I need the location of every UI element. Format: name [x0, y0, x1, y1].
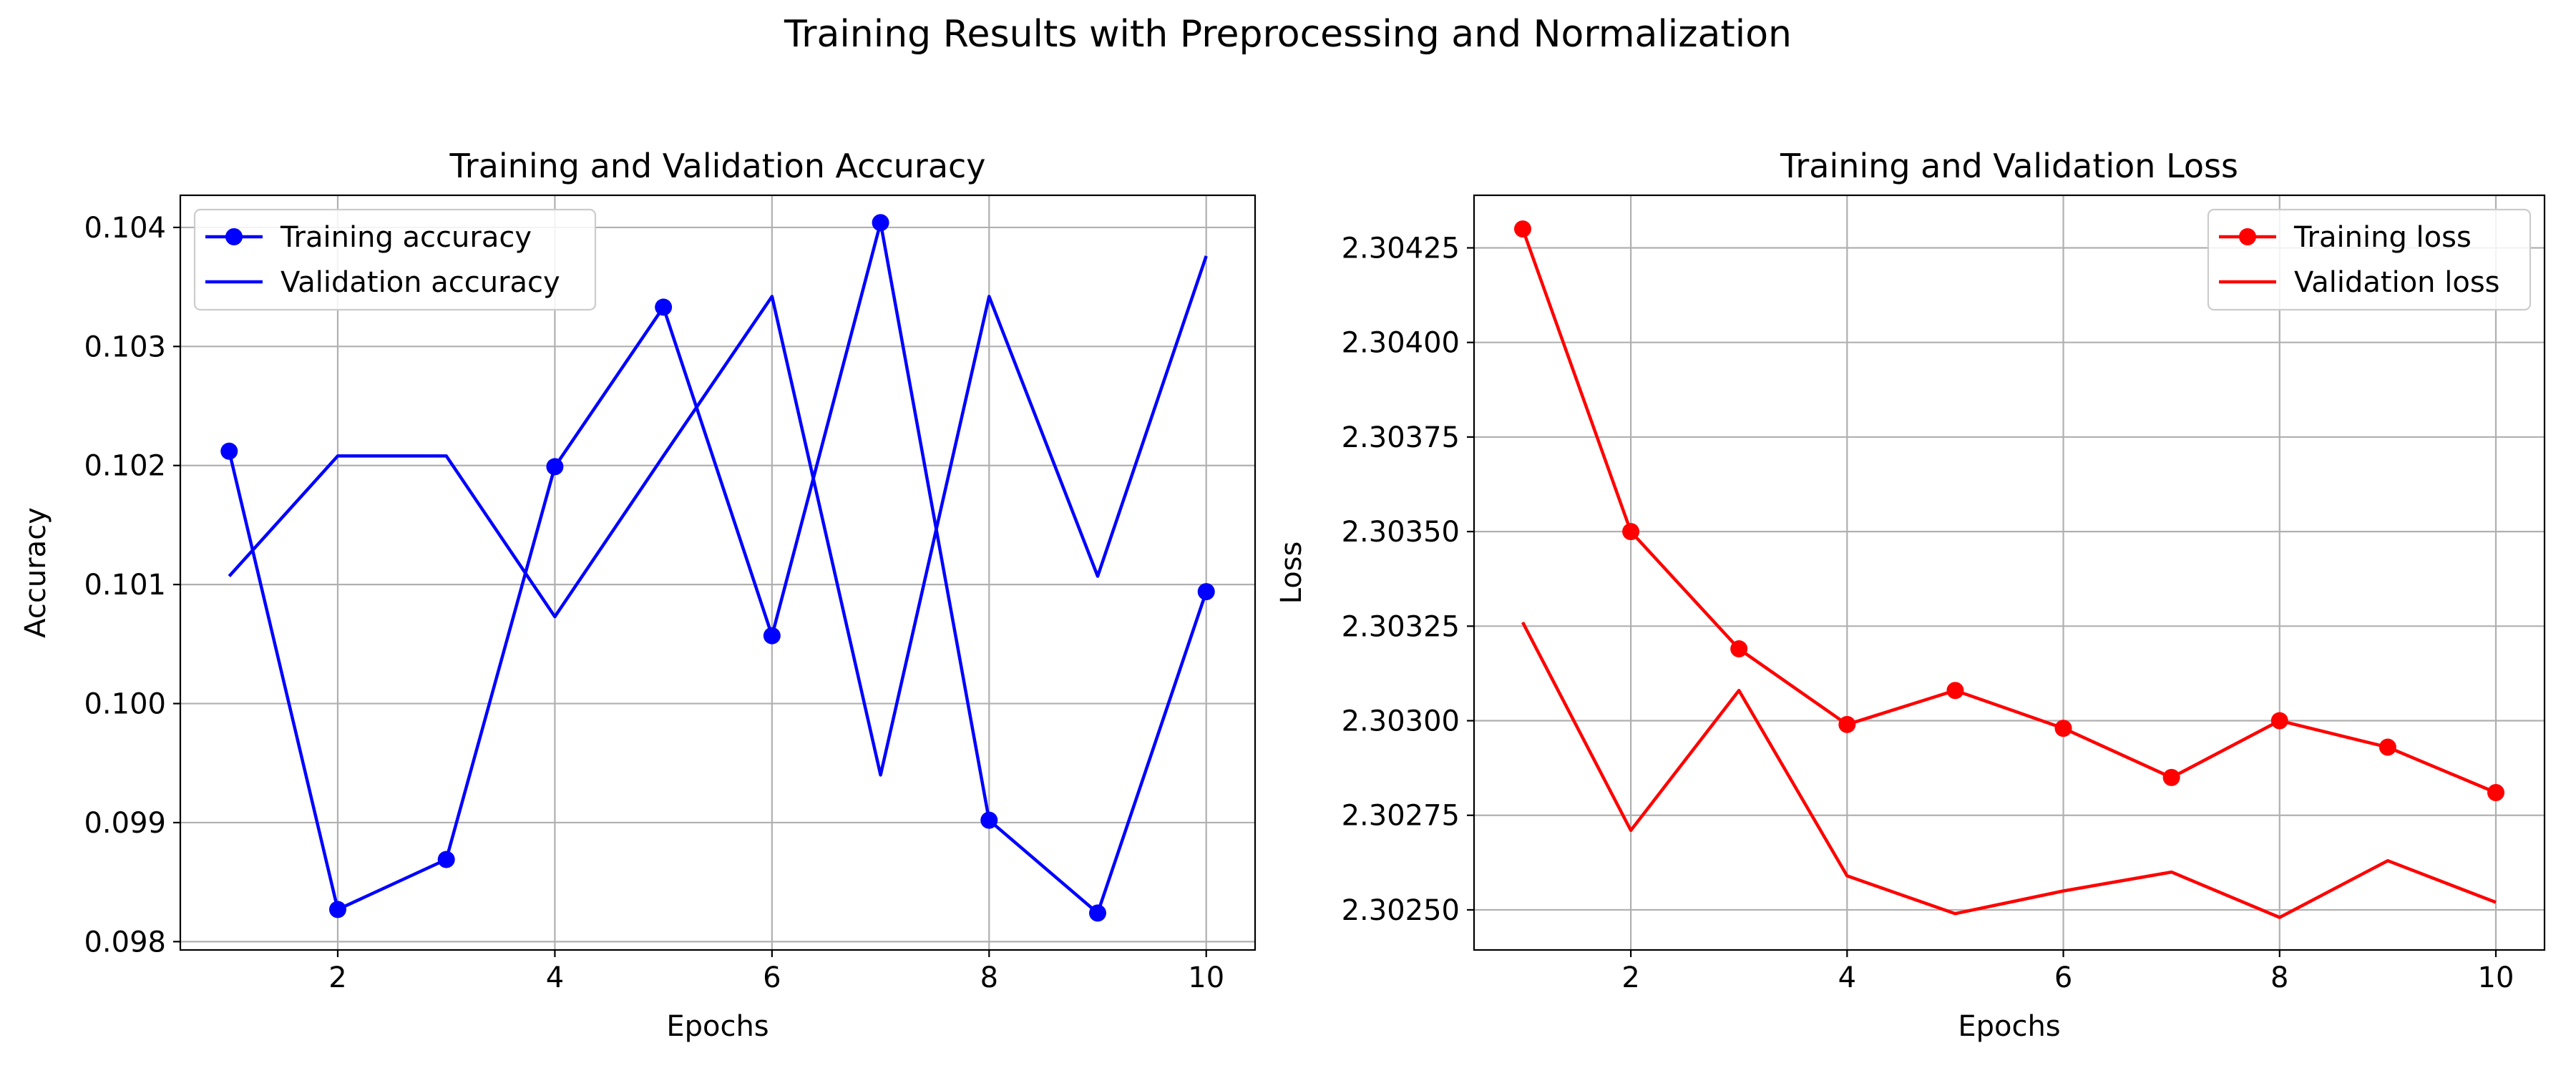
- data-point: [655, 298, 673, 316]
- legend-label: Training loss: [2293, 221, 2472, 254]
- y-tick-label: 0.102: [84, 450, 166, 483]
- x-tick-label: 8: [2270, 961, 2288, 994]
- legend-label: Validation loss: [2294, 266, 2500, 299]
- data-point: [2487, 784, 2504, 802]
- y-tick-label: 2.30400: [1342, 327, 1460, 360]
- chart-panel-1: 2 4 6 8 10 0.098 0.099 0.100 0.101 0.102 0.103 0.10…: [19, 147, 1257, 1043]
- y-axis-label: Accuracy: [19, 507, 52, 638]
- y-tick-label: 0.100: [84, 688, 166, 721]
- x-tick-label: 6: [763, 961, 781, 994]
- x-tick-label: 4: [546, 961, 564, 994]
- y-tick-label: 0.098: [84, 926, 166, 959]
- data-point: [437, 851, 455, 868]
- legend-label: Validation accuracy: [280, 266, 560, 299]
- y-axis-label: Loss: [1275, 542, 1308, 604]
- data-point: [1622, 523, 1640, 541]
- axes-frame: [179, 194, 1257, 951]
- legend-box: [193, 208, 597, 311]
- data-point: [2379, 738, 2396, 756]
- x-tick-label: 10: [1188, 961, 1224, 994]
- chart-panel-2: 2 4 6 8 10 2.30250 2.30275 2.30300 2.30325 2.3035…: [1275, 147, 2546, 1043]
- y-tick-label: 2.30375: [1342, 421, 1460, 454]
- legend: Training accuracy Validation accuracy: [193, 208, 597, 311]
- series-line-1: [228, 221, 1208, 915]
- legend-label: Training accuracy: [280, 221, 532, 254]
- y-tick-label: 0.104: [84, 212, 166, 245]
- figure-title: Training Results with Preprocessing and …: [784, 13, 1792, 56]
- data-point: [1514, 220, 1531, 238]
- legend-marker: [2239, 228, 2256, 245]
- legend-box: [2207, 208, 2532, 311]
- series-line-2: [228, 255, 1208, 777]
- x-tick-label: 10: [2478, 961, 2514, 994]
- y-tick-label: 0.101: [84, 569, 166, 602]
- data-point: [1946, 682, 1964, 700]
- series-line-2: [1521, 621, 2497, 919]
- y-tick-label: 2.30425: [1342, 232, 1460, 265]
- y-tick-label: 2.30325: [1342, 610, 1460, 643]
- data-point: [1838, 715, 1856, 733]
- data-point: [328, 901, 346, 918]
- x-tick-label: 8: [980, 961, 998, 994]
- legend: Training loss Validation loss: [2207, 208, 2532, 311]
- data-point: [1730, 640, 1748, 658]
- y-tick-label: 2.30275: [1342, 800, 1460, 833]
- y-tick-label: 2.30300: [1342, 705, 1460, 738]
- data-point: [2270, 712, 2288, 730]
- data-point: [546, 458, 564, 476]
- data-point: [1089, 904, 1107, 922]
- x-tick-label: 6: [2054, 961, 2072, 994]
- series-line-1: [1521, 228, 2497, 795]
- data-point: [980, 811, 998, 829]
- data-point: [763, 627, 781, 645]
- chart-title: Training and Validation Accuracy: [449, 147, 985, 185]
- chart-title: Training and Validation Loss: [1780, 147, 2238, 185]
- data-point: [2054, 720, 2072, 738]
- x-tick-label: 2: [328, 961, 346, 994]
- y-tick-label: 0.103: [84, 330, 166, 363]
- axes-frame: [1473, 194, 2546, 951]
- x-axis-label: Epochs: [666, 1010, 769, 1043]
- y-tick-label: 0.099: [84, 807, 166, 840]
- data-point: [1197, 583, 1215, 601]
- legend-marker: [225, 228, 243, 245]
- x-tick-label: 4: [1838, 961, 1856, 994]
- x-axis-label: Epochs: [1958, 1010, 2060, 1043]
- y-tick-label: 2.30350: [1342, 516, 1460, 549]
- y-tick-label: 2.30250: [1342, 894, 1460, 927]
- data-point: [220, 442, 238, 460]
- x-tick-label: 2: [1621, 961, 1639, 994]
- data-point: [872, 214, 889, 232]
- data-point: [2162, 768, 2180, 786]
